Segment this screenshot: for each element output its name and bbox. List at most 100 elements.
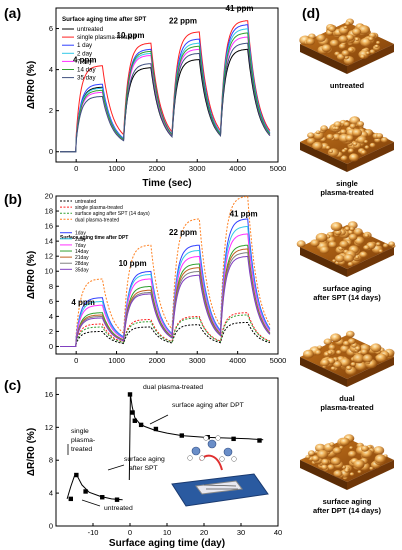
afm-grain [338, 43, 346, 50]
afm-grain [328, 149, 333, 154]
chart-b-legend-entry: 1day [75, 231, 86, 237]
afm-grain [306, 137, 316, 145]
chart-c-xtick-label: -10 [88, 528, 99, 537]
chart-c-label-after-dpt: surface aging after DPT [172, 402, 244, 409]
afm-grain [349, 123, 357, 129]
chart-c-data-point [83, 489, 88, 494]
afm-grain [325, 145, 331, 150]
afm-grain [369, 142, 376, 148]
chart-c-xtick-label: 0 [128, 528, 132, 537]
afm-grain [343, 254, 354, 263]
afm-grain [374, 454, 387, 464]
chart-c-label-untreated: untreated [104, 505, 133, 512]
chart-a-legend-title: Surface aging time after SPT [62, 16, 146, 23]
chart-b-xtick-label: 0 [74, 356, 78, 365]
chart-b-series-line [60, 312, 271, 347]
chart-c-xtick-label: 20 [200, 528, 208, 537]
afm-grain [355, 255, 360, 259]
afm-grain [333, 470, 343, 478]
afm-grain [341, 50, 350, 57]
afm-surface-side [300, 142, 347, 172]
chart-b-legend-entry: 28day [75, 261, 89, 267]
afm-grain [347, 261, 354, 267]
afm-image-1: untreated [299, 18, 394, 90]
chart-a-ytick-label: 4 [49, 65, 53, 74]
chart-b-ytick-label: 20 [45, 192, 53, 201]
chart-a-legend-entry: single plasma-treated [77, 34, 137, 41]
afm-grain [332, 259, 337, 263]
afm-grain [365, 51, 370, 55]
afm-grain [317, 345, 323, 350]
afm-grain [352, 353, 365, 364]
chart-a-legend-entry: 2 day [77, 50, 93, 57]
afm-grain [345, 21, 351, 26]
chart-b-xtick-label: 1000 [108, 356, 125, 365]
chart-b-legend-entry: 2day [75, 237, 86, 243]
afm-grain [340, 155, 348, 161]
chart-a-ytick-label: 0 [49, 147, 53, 156]
chart-c-ytick-label: 0 [49, 522, 53, 531]
chart-a-legend-entry: 1 day [77, 42, 93, 49]
chart-a: 0 1000 2000 3000 4000 5000 0 2 4 6 4 ppm 10 ppm 22 p… [26, 4, 286, 189]
afm-image-label: plasma-treated [320, 188, 374, 197]
afm-grain [319, 246, 330, 254]
afm-grain [329, 442, 335, 447]
afm-grain [380, 137, 388, 143]
chart-b-concentration-label: 41 ppm [230, 209, 258, 218]
chart-b-legend-entry: 21day [75, 255, 89, 261]
chart-a-legend-entry: 7 day [77, 58, 93, 65]
afm-grain [347, 338, 356, 345]
afm-grain [376, 41, 381, 45]
chart-c-label-single-3: treated [71, 446, 92, 453]
chart-b-legend-entry: 7day [75, 243, 86, 249]
afm-grain [333, 361, 342, 368]
chart-a-frame [55, 7, 279, 163]
afm-surface-side [347, 247, 394, 277]
afm-grain [320, 359, 330, 367]
afm-grain [312, 141, 323, 151]
afm-grain [354, 361, 367, 371]
chart-c-data-point [130, 410, 135, 415]
afm-surface-side [300, 460, 347, 490]
chart-b-legend-entry: 35day [75, 267, 89, 273]
afm-grain [375, 353, 387, 363]
afm-grain [310, 239, 320, 247]
afm-surface-side [347, 460, 394, 490]
panel-d-letter: (d) [302, 5, 320, 21]
chart-b-concentration-label: 22 ppm [169, 228, 197, 237]
afm-grain [370, 343, 382, 353]
afm-grain [320, 125, 328, 132]
afm-grain [369, 49, 376, 54]
afm-grain [375, 133, 384, 139]
afm-grain [349, 446, 354, 450]
afm-grain [388, 241, 395, 247]
chart-a-concentration-label: 10 ppm [117, 31, 145, 40]
chart-b-legend-entry: single plasma-treated [75, 205, 123, 211]
afm-grain [329, 39, 339, 47]
chart-c-data-point [153, 426, 159, 432]
chart-b-legend-entry: surface aging after SPT (14 days) [75, 211, 150, 217]
chart-a-series-line [60, 42, 271, 153]
chart-b-legend-entry: untreated [75, 199, 96, 205]
afm-grain [345, 365, 352, 371]
afm-surface-side [347, 142, 394, 172]
afm-grain [363, 245, 370, 251]
chart-b-series-line [60, 225, 271, 347]
afm-grain [345, 134, 354, 142]
afm-grain [334, 254, 345, 263]
afm-grain [321, 44, 332, 53]
afm-grain [348, 230, 354, 235]
chart-b-concentration-label: 10 ppm [119, 259, 147, 268]
chart-b-ytick-label: 10 [45, 267, 53, 276]
chart-a-xtick-label: 3000 [189, 164, 206, 173]
afm-image-label: after DPT (14 days) [313, 506, 381, 515]
afm-surface-side [300, 247, 347, 277]
afm-grain [328, 25, 336, 32]
chart-a-legend-entry: untreated [77, 26, 104, 33]
panel-b-letter: (b) [4, 191, 22, 207]
chart-c-data-point [74, 472, 79, 478]
